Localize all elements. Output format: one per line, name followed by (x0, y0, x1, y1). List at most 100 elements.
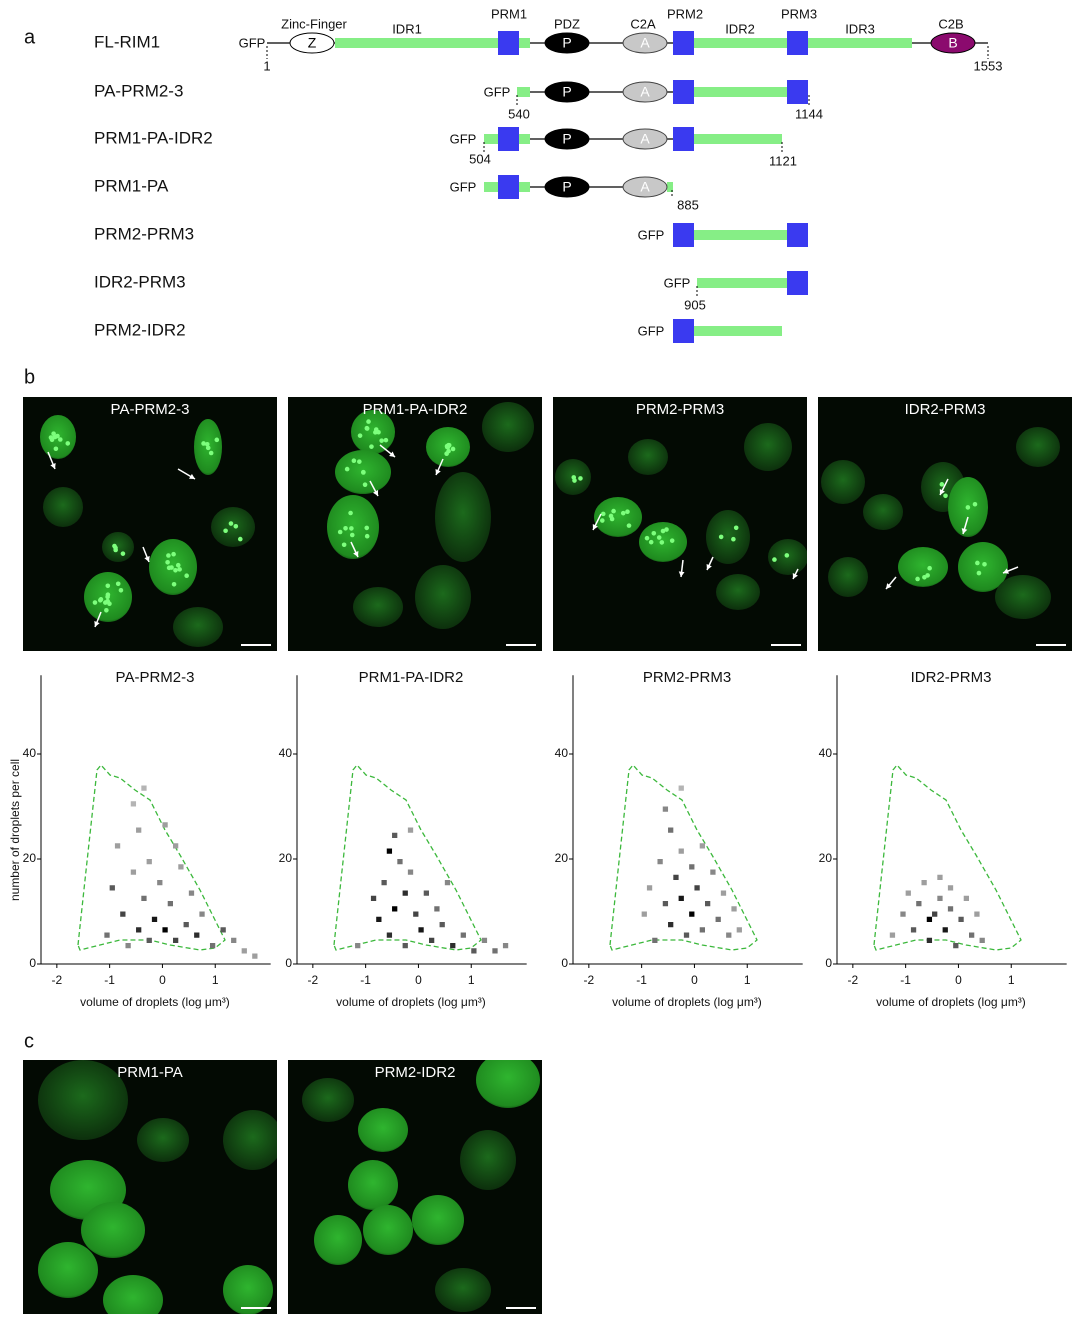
x-tick-label: -2 (848, 973, 859, 987)
domain-letter: P (562, 84, 571, 100)
density-cell (662, 806, 669, 812)
residue-number: 1121 (769, 153, 797, 168)
domain-label: IDR3 (845, 21, 875, 36)
image-title: PRM1-PA-IDR2 (363, 401, 468, 418)
image-title: PA-PRM2-3 (111, 401, 190, 418)
cell (716, 574, 760, 610)
arrow-head (50, 463, 56, 469)
cell (173, 607, 223, 647)
density-cell (130, 801, 137, 807)
density-cell (167, 901, 173, 907)
domain-p (544, 32, 590, 54)
density-cell (502, 943, 509, 949)
cells (40, 415, 255, 647)
droplet (608, 513, 614, 519)
cells (302, 1060, 540, 1312)
density-cell (381, 880, 387, 886)
droplet (120, 551, 126, 556)
density-cell (136, 927, 142, 933)
droplet (357, 433, 363, 438)
droplet (52, 434, 58, 440)
droplet (223, 528, 228, 534)
density-cell (720, 890, 727, 896)
density-cell (947, 885, 954, 891)
droplet (927, 565, 932, 571)
droplet (922, 574, 927, 580)
droplet (169, 565, 174, 570)
domain-label: PDZ (554, 16, 580, 31)
density-cell (699, 927, 705, 933)
droplet (972, 501, 978, 507)
density-cell (641, 911, 647, 917)
droplet (611, 508, 616, 514)
idr-domain (667, 182, 673, 192)
droplet (351, 458, 357, 463)
x-tick-label: 0 (691, 973, 698, 987)
density-cell (109, 885, 115, 891)
droplet (364, 533, 370, 539)
density-cell (104, 932, 110, 938)
domain-label: IDR1 (392, 21, 422, 36)
droplet (205, 445, 211, 451)
density-cell (146, 859, 152, 865)
cell (211, 507, 255, 547)
cells (821, 427, 1060, 619)
y-tick-label: 20 (555, 851, 569, 865)
droplet (105, 583, 111, 589)
density-cell (963, 895, 969, 901)
droplet (383, 437, 389, 443)
construct: FL-RIM1 GFP Z P A B 1 1553 (94, 31, 1002, 73)
density-cell (657, 859, 663, 865)
outline (333, 763, 482, 951)
density-cell (715, 916, 721, 922)
cell (314, 1215, 362, 1265)
domain-label: C2A (630, 16, 656, 31)
droplet (118, 587, 124, 593)
droplet (201, 441, 206, 446)
cell (81, 1202, 145, 1258)
droplet (49, 437, 55, 443)
arrow-head (1003, 568, 1009, 574)
density-cell (926, 916, 933, 922)
density-cell (900, 911, 906, 917)
x-tick-label: -2 (584, 973, 595, 987)
micrograph: PA-PRM2-3 (23, 397, 277, 651)
droplet (651, 530, 657, 536)
density-cell (471, 948, 477, 954)
gfp-label: GFP (450, 131, 477, 146)
arrow-head (678, 571, 685, 577)
y-axis-label: number of droplets per cell (8, 759, 22, 901)
droplet (341, 542, 347, 548)
cell (412, 1195, 464, 1245)
arrow-head (94, 621, 100, 627)
cell (223, 1265, 273, 1314)
droplet-plot: 0 20 40 -2 -1 0 1 IDR2-PRM3 volume of droplets (… (819, 669, 1067, 1009)
x-tick-label: -2 (52, 973, 63, 987)
cell (137, 1118, 189, 1162)
x-tick-label: 1 (468, 973, 475, 987)
arrow-head (144, 556, 150, 562)
y-tick-label: 20 (279, 851, 293, 865)
cell (38, 1242, 98, 1298)
y-tick-label: 0 (29, 956, 36, 970)
density-cell (199, 911, 205, 917)
density-cell (151, 916, 158, 922)
cell (103, 1275, 163, 1314)
arrow-head (435, 469, 441, 475)
density-cell (220, 927, 226, 933)
density-cell (678, 895, 684, 901)
cell (351, 410, 395, 454)
x-tick-label: -2 (308, 973, 319, 987)
density-cell (162, 822, 168, 828)
density-cell (162, 927, 168, 933)
density-cell (460, 932, 466, 938)
droplet (344, 466, 350, 472)
arrow-head (189, 473, 195, 479)
cell (415, 565, 471, 629)
density-cell (392, 906, 398, 912)
droplet (115, 581, 121, 587)
image-title: PRM2-IDR2 (375, 1064, 456, 1081)
density-cell (953, 943, 959, 949)
y-tick-label: 20 (819, 851, 833, 865)
density-cell (125, 943, 131, 949)
